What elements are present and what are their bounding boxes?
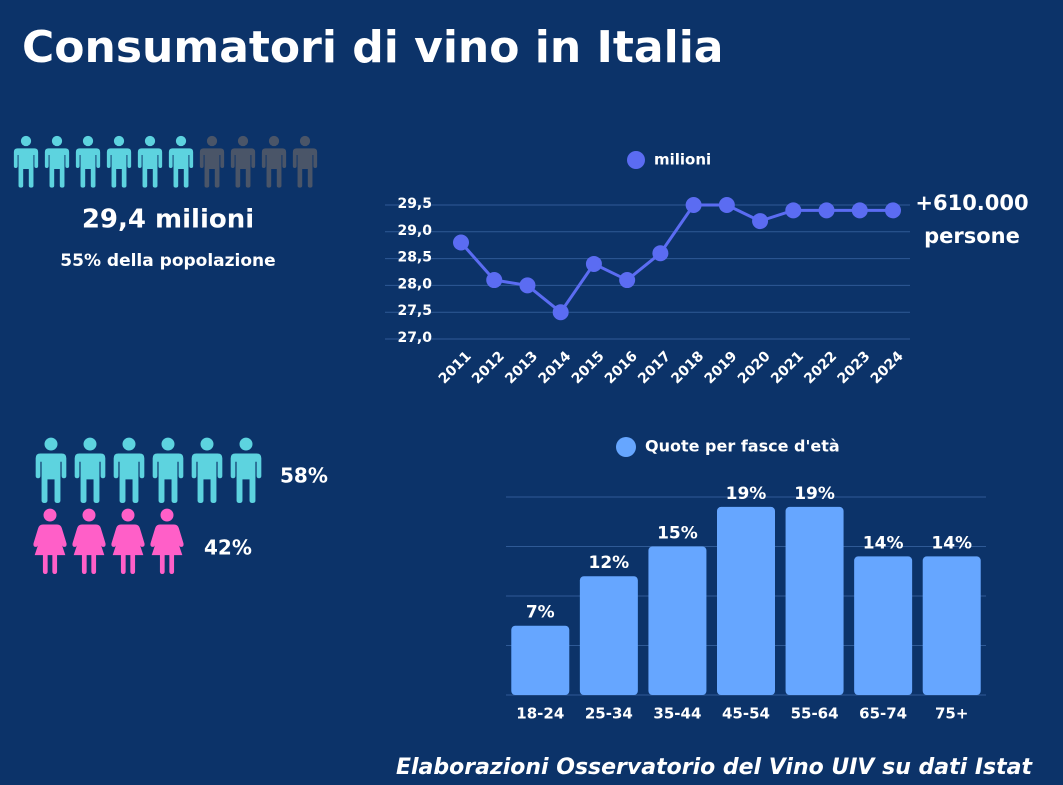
person-icon — [74, 437, 106, 503]
person-icon — [111, 508, 145, 574]
person-icon — [230, 437, 262, 503]
x-tick-label: 35-44 — [653, 705, 701, 723]
line-point — [552, 304, 569, 321]
person-icon — [191, 437, 223, 503]
x-tick-label: 45-54 — [722, 705, 770, 723]
bar — [717, 506, 775, 695]
value-label: 7% — [526, 603, 555, 623]
y-tick-label: 27,5 — [397, 303, 432, 319]
bar — [511, 625, 570, 695]
y-tick-label: 29,5 — [397, 196, 432, 212]
value-label: 19% — [726, 484, 767, 504]
x-tick-label: 2019 — [702, 348, 741, 387]
annotation: +610.000 — [915, 191, 1028, 215]
line-point — [851, 202, 868, 219]
total-share: 55% della popolazione — [60, 251, 275, 271]
value-label: 15% — [657, 524, 698, 544]
x-tick-label: 2024 — [868, 348, 907, 387]
line-point — [453, 234, 469, 251]
person-icon — [230, 135, 256, 188]
value-label: 19% — [794, 484, 835, 504]
line-point — [519, 277, 536, 294]
line-point — [585, 255, 602, 272]
bar — [648, 546, 707, 695]
bar — [579, 576, 638, 695]
person-icon — [150, 508, 184, 574]
gender-men: 58% — [280, 464, 328, 488]
line-point — [718, 197, 735, 213]
line-point — [685, 197, 702, 213]
line-point — [818, 202, 835, 219]
x-tick-label: 2018 — [668, 348, 707, 387]
person-icon — [13, 135, 39, 188]
person-icon — [44, 135, 70, 188]
person-icon — [168, 135, 194, 188]
y-tick-label: 28,5 — [397, 250, 432, 266]
gender-women: 42% — [204, 536, 252, 560]
x-tick-label: 75+ — [935, 705, 968, 723]
person-icon — [72, 508, 106, 574]
person-icon — [261, 135, 287, 188]
person-icon — [292, 135, 318, 188]
x-tick-label: 2012 — [469, 348, 508, 387]
person-icon — [75, 135, 101, 188]
legend-label: Quote per fasce d'età — [645, 437, 840, 456]
person-icon — [106, 135, 132, 188]
bar — [922, 556, 981, 695]
x-tick-label: 2023 — [835, 348, 874, 387]
legend-marker — [616, 437, 636, 457]
person-icon — [152, 437, 184, 503]
y-tick-label: 28,0 — [397, 276, 432, 292]
line-point — [885, 202, 901, 219]
annotation: persone — [924, 224, 1020, 248]
person-icon — [137, 135, 163, 188]
bar — [785, 506, 844, 695]
x-tick-label: 18-24 — [516, 705, 564, 723]
x-tick-label: 65-74 — [859, 705, 907, 723]
bar — [854, 556, 913, 695]
x-tick-label: 25-34 — [585, 705, 633, 723]
x-tick-label: 2011 — [436, 348, 475, 387]
value-label: 14% — [863, 533, 904, 553]
legend-label: milioni — [654, 151, 711, 169]
x-tick-label: 2015 — [569, 348, 608, 387]
person-icon — [113, 437, 145, 503]
x-tick-label: 2013 — [502, 348, 541, 387]
value-label: 14% — [931, 533, 972, 553]
x-tick-label: 2021 — [768, 348, 807, 387]
line-point — [652, 245, 669, 262]
y-tick-label: 29,0 — [397, 223, 432, 239]
person-icon — [35, 437, 67, 503]
page-title: Consumatori di vino in Italia — [22, 22, 723, 73]
x-tick-label: 2022 — [801, 348, 840, 387]
icon-group — [13, 135, 318, 574]
source-note: Elaborazioni Osservatorio del Vino UIV s… — [396, 755, 1034, 780]
x-tick-label: 55-64 — [791, 705, 839, 723]
line-point — [785, 202, 802, 219]
x-tick-label: 2016 — [602, 348, 641, 387]
y-tick-label: 27,0 — [397, 330, 432, 346]
person-icon — [199, 135, 225, 188]
line-point — [619, 272, 636, 289]
value-label: 12% — [589, 553, 630, 573]
line-point — [486, 272, 503, 289]
person-icon — [33, 508, 67, 574]
x-tick-label: 2014 — [535, 348, 574, 387]
x-tick-label: 2017 — [635, 348, 674, 387]
legend-marker — [627, 151, 645, 169]
total-value: 29,4 milioni — [82, 205, 254, 235]
x-tick-label: 2020 — [735, 348, 774, 387]
line-point — [752, 213, 769, 230]
